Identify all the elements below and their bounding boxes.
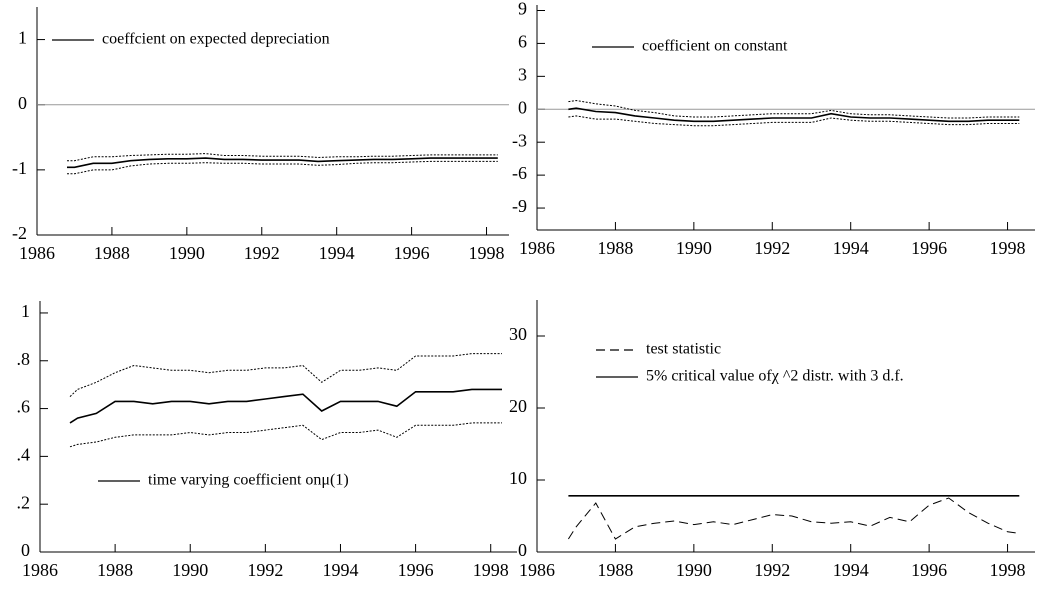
y-tick-label: 20 bbox=[509, 396, 527, 416]
legend-label: test statistic bbox=[646, 341, 721, 358]
line-series bbox=[69, 353, 502, 397]
x-tick-label: 1994 bbox=[319, 243, 355, 263]
x-tick-label: 1992 bbox=[247, 560, 283, 580]
line-series bbox=[567, 497, 1020, 540]
y-tick-label: 10 bbox=[509, 468, 527, 488]
x-tick-label: 1994 bbox=[833, 560, 869, 580]
legend-label: coefficient on constant bbox=[642, 38, 788, 55]
legend-label: coeffcient on expected depreciation bbox=[102, 31, 330, 48]
line-series bbox=[69, 422, 502, 448]
x-tick-label: 1998 bbox=[990, 238, 1026, 258]
x-tick-label: 1994 bbox=[322, 560, 358, 580]
x-tick-label: 1994 bbox=[833, 238, 869, 258]
x-tick-label: 1996 bbox=[398, 560, 434, 580]
y-tick-label: 30 bbox=[509, 324, 527, 344]
x-tick-label: 1996 bbox=[394, 243, 430, 263]
x-tick-label: 1988 bbox=[97, 560, 133, 580]
x-tick-label: 1986 bbox=[519, 560, 555, 580]
line-series bbox=[568, 115, 1020, 127]
y-tick-label: 1 bbox=[18, 28, 27, 48]
line-series bbox=[69, 388, 502, 424]
line-series bbox=[568, 99, 1020, 119]
line-series bbox=[67, 153, 498, 162]
y-tick-label: .4 bbox=[17, 445, 31, 465]
x-tick-label: 1992 bbox=[754, 238, 790, 258]
y-tick-label: 9 bbox=[518, 0, 527, 19]
legend-label: 5% critical value ofχ ^2 distr. with 3 d… bbox=[646, 368, 904, 385]
x-tick-label: 1988 bbox=[597, 238, 633, 258]
x-tick-label: 1986 bbox=[22, 560, 58, 580]
x-tick-label: 1998 bbox=[990, 560, 1026, 580]
x-tick-label: 1998 bbox=[473, 560, 509, 580]
y-tick-label: -1 bbox=[12, 158, 27, 178]
x-tick-label: 1988 bbox=[94, 243, 130, 263]
y-tick-label: -6 bbox=[512, 163, 527, 183]
x-tick-label: 1998 bbox=[469, 243, 505, 263]
y-tick-label: 1 bbox=[21, 301, 30, 321]
x-tick-label: 1990 bbox=[676, 238, 712, 258]
y-tick-label: 6 bbox=[518, 32, 527, 52]
x-tick-label: 1992 bbox=[244, 243, 280, 263]
y-tick-label: -9 bbox=[512, 196, 527, 216]
legend-label: time varying coefficient onμ(1) bbox=[148, 472, 349, 489]
x-tick-label: 1996 bbox=[911, 560, 947, 580]
y-tick-label: 0 bbox=[21, 540, 30, 560]
y-tick-label: 0 bbox=[518, 540, 527, 560]
line-series bbox=[67, 160, 498, 175]
x-tick-label: 1986 bbox=[19, 243, 55, 263]
y-tick-label: .6 bbox=[17, 397, 31, 417]
x-tick-label: 1990 bbox=[676, 560, 712, 580]
y-tick-label: .2 bbox=[17, 492, 31, 512]
x-tick-label: 1992 bbox=[754, 560, 790, 580]
x-tick-label: 1990 bbox=[172, 560, 208, 580]
y-tick-label: -2 bbox=[12, 223, 27, 243]
y-tick-label: .8 bbox=[17, 349, 31, 369]
x-tick-label: 1990 bbox=[169, 243, 205, 263]
y-tick-label: 3 bbox=[518, 64, 527, 84]
x-tick-label: 1988 bbox=[597, 560, 633, 580]
x-tick-label: 1996 bbox=[911, 238, 947, 258]
y-tick-label: -3 bbox=[512, 130, 527, 150]
line-series bbox=[568, 107, 1020, 123]
y-tick-label: 0 bbox=[518, 97, 527, 117]
x-tick-label: 1986 bbox=[519, 238, 555, 258]
line-series bbox=[67, 157, 498, 169]
y-tick-label: 0 bbox=[18, 93, 27, 113]
